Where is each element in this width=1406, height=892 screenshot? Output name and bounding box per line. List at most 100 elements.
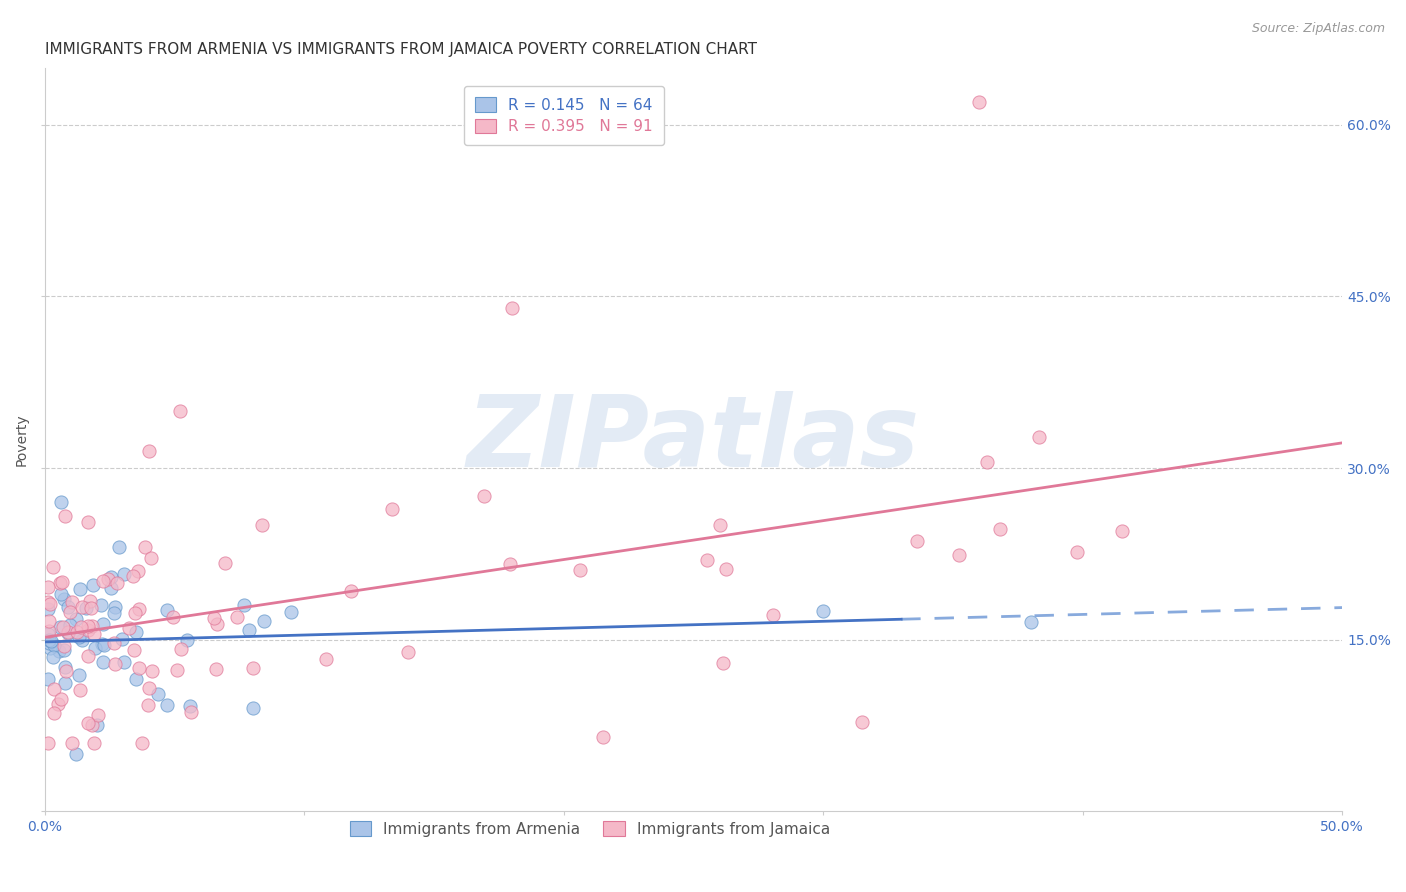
Point [112, 566, 135, 581]
Point [1066, 545, 1088, 559]
Point [67, 630, 90, 644]
Point [100, 570, 122, 584]
Point [568, 563, 591, 577]
Point [83, 626, 105, 640]
Point [100, 581, 122, 595]
Point [122, 569, 145, 583]
Point [53, 676, 76, 690]
Point [48, 644, 70, 658]
Point [77, 515, 100, 529]
Point [86, 718, 108, 732]
Point [51, 586, 73, 600]
Point [65, 612, 87, 626]
Point [125, 673, 148, 687]
Point [38, 633, 60, 648]
Point [91, 617, 114, 632]
Point [176, 633, 198, 648]
Point [103, 606, 125, 620]
Point [252, 518, 274, 533]
Point [79, 593, 101, 607]
Point [42, 681, 65, 696]
Point [37, 595, 59, 609]
Point [37, 672, 59, 686]
Point [38, 614, 60, 628]
Point [905, 534, 928, 549]
Point [97, 573, 120, 587]
Text: Source: ZipAtlas.com: Source: ZipAtlas.com [1251, 22, 1385, 36]
Point [340, 584, 363, 599]
Point [42, 650, 65, 665]
Point [134, 540, 156, 554]
Point [90, 599, 112, 613]
Point [1111, 524, 1133, 538]
Point [139, 550, 162, 565]
Point [103, 636, 125, 650]
Point [156, 698, 179, 712]
Point [108, 540, 131, 554]
Point [69, 682, 91, 697]
Point [124, 624, 146, 639]
Point [72, 632, 94, 647]
Point [104, 657, 127, 671]
Point [124, 606, 146, 620]
Point [80, 601, 103, 615]
Point [280, 605, 302, 619]
Point [136, 698, 159, 713]
Point [42, 706, 65, 720]
Point [55, 664, 77, 678]
Point [396, 645, 419, 659]
Point [82, 619, 104, 633]
Point [315, 652, 337, 666]
Point [138, 443, 160, 458]
Point [988, 522, 1011, 536]
Point [70, 599, 93, 614]
Point [141, 665, 163, 679]
Point [60, 595, 83, 609]
Point [51, 692, 73, 706]
Point [381, 502, 404, 516]
Text: ZIPatlas: ZIPatlas [467, 391, 920, 488]
Point [86, 707, 108, 722]
Point [851, 714, 873, 729]
Point [170, 642, 193, 657]
Point [110, 632, 132, 646]
Point [49, 495, 72, 509]
Point [37, 581, 59, 595]
Point [49, 620, 72, 634]
Point [91, 637, 114, 651]
Point [69, 582, 91, 597]
Point [112, 656, 135, 670]
Point [37, 627, 59, 641]
Point [242, 701, 264, 715]
Point [46, 697, 69, 711]
Point [976, 455, 998, 469]
Point [91, 655, 114, 669]
Point [696, 552, 718, 566]
Point [51, 575, 73, 590]
Point [205, 617, 228, 632]
Point [37, 735, 59, 749]
Point [55, 508, 77, 523]
Point [128, 601, 150, 615]
Point [214, 556, 236, 570]
Point [233, 598, 256, 612]
Point [238, 624, 260, 638]
Point [711, 656, 734, 670]
Point [948, 549, 970, 563]
Point [498, 557, 520, 571]
Point [202, 611, 225, 625]
Point [118, 621, 141, 635]
Point [105, 576, 128, 591]
Point [76, 716, 98, 731]
Point [762, 608, 785, 623]
Point [53, 592, 76, 607]
Point [59, 605, 82, 619]
Point [709, 518, 731, 533]
Point [104, 599, 127, 614]
Point [38, 636, 60, 650]
Point [49, 576, 72, 591]
Point [38, 640, 60, 655]
Point [77, 619, 100, 633]
Point [58, 625, 80, 640]
Point [56, 600, 79, 615]
